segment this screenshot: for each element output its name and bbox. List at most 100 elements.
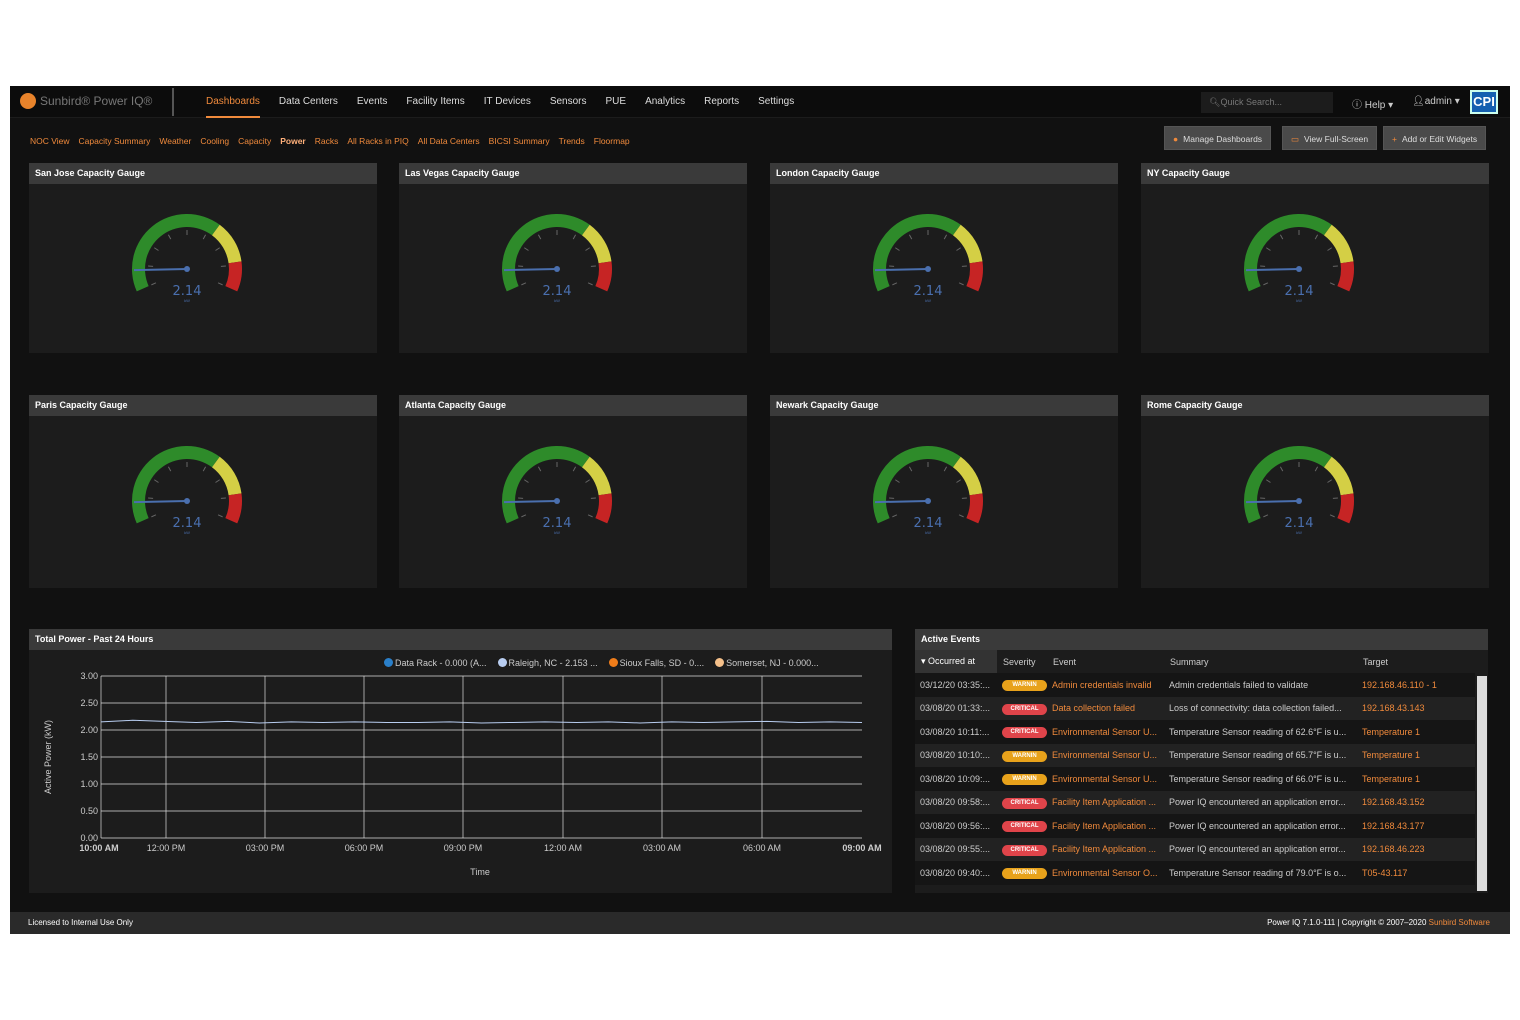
nav-pue[interactable]: PUE [605,96,627,107]
gauge-tick [154,479,159,483]
quick-search-input[interactable]: 🔍︎Quick Search... [1201,92,1333,113]
event-summary: Power IQ encountered an application erro… [1164,790,1357,814]
column-header-occurred-at[interactable]: ▾ Occurred at [915,650,997,673]
target-link[interactable]: Temperature 1 [1357,743,1475,767]
subnav-power[interactable]: Power [280,136,306,146]
gauge-band-yellow [581,456,612,496]
sunbird-link[interactable]: Sunbird Software [1428,918,1490,927]
nav-analytics[interactable]: Analytics [645,96,686,107]
target-link[interactable]: 192.168.46.110 - 1 [1357,673,1475,697]
legend-item[interactable]: Data Rack - 0.000 (A... [384,658,487,668]
gauge-band-red [966,493,983,524]
gauge-value: 2.14 [1285,516,1314,531]
subnav-all-racks-in-piq[interactable]: All Racks in PIQ [347,136,409,146]
event-link[interactable]: Facility Item Application ... [1047,814,1164,838]
help-menu[interactable]: ⓘ Help ▾ [1352,100,1394,111]
subnav-capacity[interactable]: Capacity [238,136,272,146]
gauge-tick [892,514,898,518]
gauge-unit: kW [1296,530,1302,535]
legend-item[interactable]: Somerset, NJ - 0.000... [715,658,819,668]
event-link[interactable]: Environmental Sensor O... [1047,861,1164,885]
event-link[interactable]: Admin credentials invalid [1047,673,1164,697]
event-row[interactable]: 03/08/20 09:40:... WARNIN Environmental … [915,861,1475,885]
column-header-severity[interactable]: Severity [997,650,1047,673]
event-row[interactable]: 03/08/20 09:55:... CRITICAL Facility Ite… [915,837,1475,861]
gauge-hub [184,266,190,272]
nav-data-centers[interactable]: Data Centers [278,96,338,107]
x-axis-label: Time [470,867,490,877]
user-menu[interactable]: 👤︎admin ▾ [1412,96,1460,107]
gauge-needle [1245,268,1300,272]
events-scrollbar[interactable] [1477,676,1487,891]
event-link[interactable]: Environmental Sensor U... [1047,743,1164,767]
severity-badge: WARNIN [1002,680,1047,692]
event-row[interactable]: 03/08/20 10:11:... CRITICAL Environmenta… [915,720,1475,744]
target-link[interactable]: Temperature 1 [1357,720,1475,744]
event-row[interactable]: 03/08/20 10:09:... WARNIN Environmental … [915,767,1475,791]
target-link[interactable]: 192.168.43.177 [1357,814,1475,838]
subnav-capacity-summary[interactable]: Capacity Summary [78,136,151,146]
subnav-weather[interactable]: Weather [159,136,192,146]
event-link[interactable]: Facility Item Application ... [1047,790,1164,814]
gauge-band-green [132,214,220,292]
y-tick-label: 0.00 [80,833,98,843]
view-fullscreen-button[interactable]: ▭ View Full-Screen [1282,126,1378,150]
event-row[interactable]: 03/08/20 09:58:... CRITICAL Facility Ite… [915,790,1475,814]
brand-logo[interactable]: Sunbird® Power IQ® [20,93,152,109]
gauge-tick [202,466,207,472]
severity-badge: CRITICAL [1002,797,1047,809]
manage-label: Manage Dashboards [1183,134,1263,144]
nav-facility-items[interactable]: Facility Items [406,96,465,107]
column-header-summary[interactable]: Summary [1164,650,1357,673]
nav-settings[interactable]: Settings [758,96,795,107]
gauge-tick [217,514,223,518]
event-row[interactable]: 03/08/20 10:10:... WARNIN Environmental … [915,743,1475,767]
add-edit-widgets-button[interactable]: + Add or Edit Widgets [1383,126,1487,150]
legend-item[interactable]: Raleigh, NC - 2.153 ... [497,658,598,668]
subnav-cooling[interactable]: Cooling [200,136,230,146]
subnav-trends[interactable]: Trends [558,136,585,146]
event-link[interactable]: Environmental Sensor U... [1047,720,1164,744]
column-header-target[interactable]: Target [1357,650,1475,673]
nav-reports[interactable]: Reports [704,96,740,107]
column-header-event[interactable]: Event [1047,650,1164,673]
event-row[interactable]: 03/08/20 01:33:... CRITICAL Data collect… [915,696,1475,720]
manage-dashboards-button[interactable]: ● Manage Dashboards [1164,126,1272,150]
subnav-racks[interactable]: Racks [314,136,339,146]
nav-dashboards[interactable]: Dashboards [206,86,260,118]
gauge-tick [524,247,529,251]
subnav-noc-view[interactable]: NOC View [30,136,70,146]
gauge-needle [503,268,558,272]
subnav-bicsi-summary[interactable]: BICSI Summary [488,136,550,146]
legend-item[interactable]: Sioux Falls, SD - 0.... [608,658,705,668]
event-row[interactable]: 03/08/20 09:56:... CRITICAL Facility Ite… [915,814,1475,838]
target-link[interactable]: T05-43.117 [1357,861,1475,885]
legend-label: Sioux Falls, SD - 0.... [619,658,705,668]
target-link[interactable]: 192.168.43.152 [1357,790,1475,814]
target-link[interactable]: 192.168.43.143 [1357,696,1475,720]
user-label: admin [1424,96,1452,107]
gauge-band-green [1244,446,1332,524]
nav-it-devices[interactable]: IT Devices [483,96,531,107]
event-link[interactable]: Data collection failed [1047,696,1164,720]
panel-title: Las Vegas Capacity Gauge [399,163,747,184]
nav-events[interactable]: Events [356,96,388,107]
gauge-panel: Newark Capacity Gauge 2.14 kW [770,395,1118,588]
event-link[interactable]: Environmental Sensor U... [1047,767,1164,791]
subnav-floormap[interactable]: Floormap [593,136,630,146]
event-row[interactable]: 03/12/20 03:35:... WARNIN Admin credenti… [915,673,1475,697]
subnav-all-data-centers[interactable]: All Data Centers [417,136,480,146]
target-link[interactable]: 192.168.46.223 [1357,837,1475,861]
event-link[interactable]: Facility Item Application ... [1047,837,1164,861]
occurred-at: 03/08/20 01:33:... [915,696,997,720]
window-icon: ▭ [1291,134,1300,144]
target-link[interactable]: Temperature 1 [1357,767,1475,791]
gauge-tick [585,479,590,483]
gauge-band-green [132,446,220,524]
gauge-unit: kW [925,298,931,303]
nav-sensors[interactable]: Sensors [549,96,587,107]
event-summary: Temperature Sensor reading of 79.0°F is … [1164,861,1357,885]
